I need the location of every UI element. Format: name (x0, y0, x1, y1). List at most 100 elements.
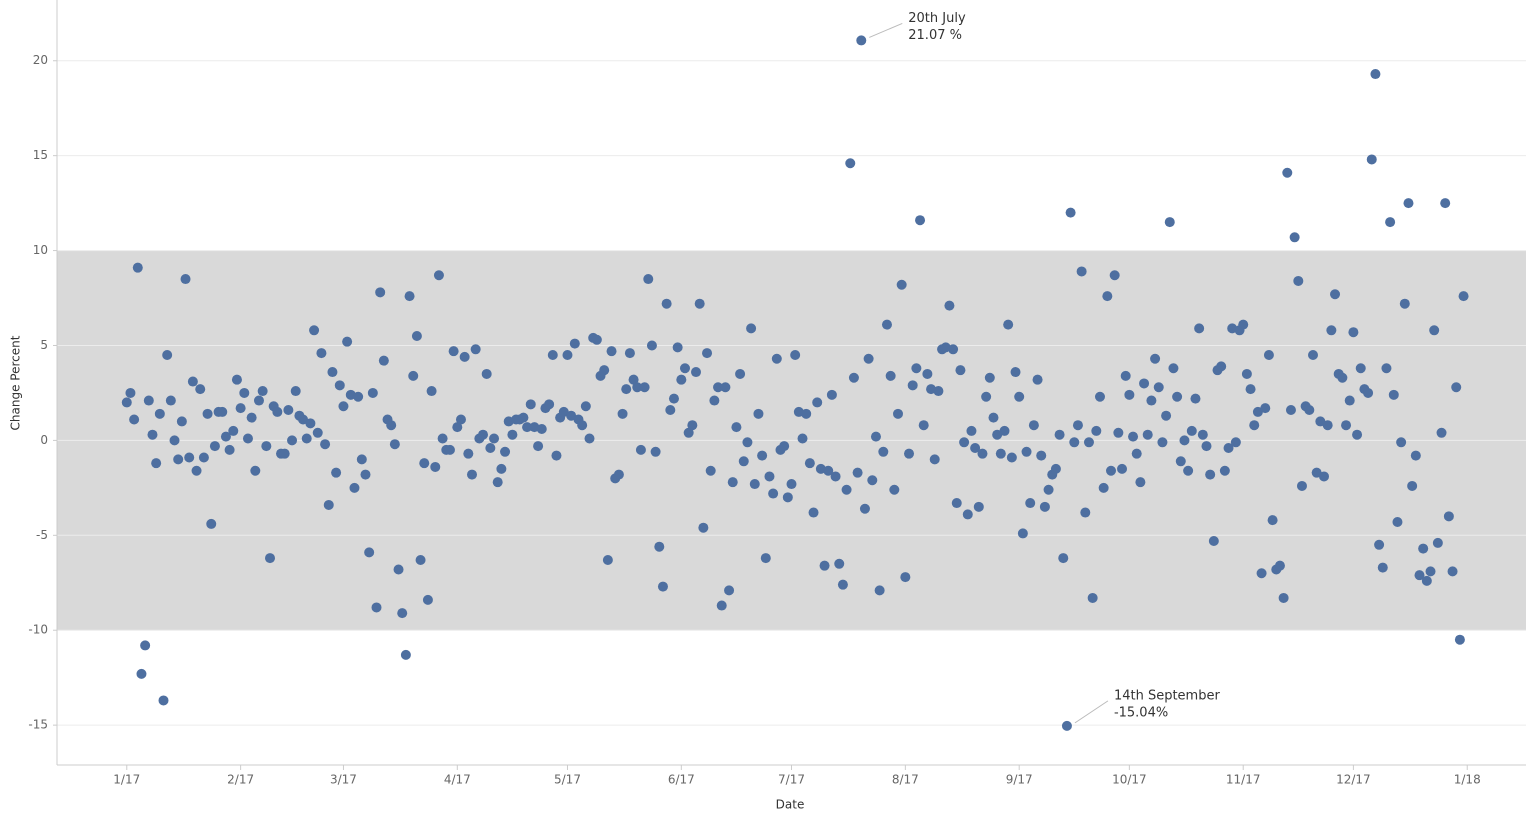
y-axis-title: Change Percent (9, 335, 23, 430)
point (1153, 382, 1164, 393)
point (1388, 389, 1399, 400)
point (999, 425, 1010, 436)
point (683, 427, 694, 438)
point (224, 444, 235, 455)
x-tick-label: 2/17 (227, 773, 254, 787)
annotation-text: 14th September (1114, 688, 1221, 703)
point (217, 406, 228, 417)
point (1458, 291, 1469, 302)
point (1451, 382, 1462, 393)
annotation-text: 20th July (908, 11, 966, 26)
point (735, 368, 746, 379)
point (624, 348, 635, 359)
point (1260, 403, 1271, 414)
x-tick-label: 6/17 (668, 773, 695, 787)
point (929, 454, 940, 465)
point (246, 412, 257, 423)
point (1208, 536, 1219, 547)
point (621, 384, 632, 395)
x-tick-label: 8/17 (892, 773, 919, 787)
point (140, 640, 151, 651)
point (198, 452, 209, 463)
point (1285, 405, 1296, 416)
y-tick-label: -5 (36, 528, 48, 542)
point (694, 298, 705, 309)
x-tick-label: 11/17 (1226, 773, 1261, 787)
point (992, 429, 1003, 440)
y-tick-label: 0 (40, 433, 48, 447)
point (852, 467, 863, 478)
point (327, 367, 338, 378)
point (1172, 391, 1183, 402)
point (169, 435, 180, 446)
annotation-text: -15.04% (1114, 705, 1168, 720)
point (933, 386, 944, 397)
point (129, 414, 140, 425)
point (602, 554, 613, 565)
point (1219, 465, 1230, 476)
y-tick-label: 5 (40, 338, 48, 352)
point (309, 325, 320, 336)
point (466, 469, 477, 480)
point (1263, 349, 1274, 360)
point (1201, 441, 1212, 452)
point (202, 408, 213, 419)
point (187, 376, 198, 387)
point (628, 374, 639, 385)
point (896, 279, 907, 290)
point (698, 522, 709, 533)
point (522, 422, 533, 433)
point (415, 554, 426, 565)
point (1150, 353, 1161, 364)
point (566, 410, 577, 421)
point (1109, 270, 1120, 281)
point (691, 367, 702, 378)
x-tick-label: 7/17 (778, 773, 805, 787)
point (323, 499, 334, 510)
point (1113, 427, 1124, 438)
point (786, 479, 797, 490)
point (790, 349, 801, 360)
point (444, 444, 455, 455)
point (1168, 363, 1179, 374)
point (1205, 469, 1216, 480)
point (922, 368, 933, 379)
point (426, 386, 437, 397)
annotation-leader (869, 22, 903, 38)
point (676, 374, 687, 385)
point (672, 342, 683, 353)
point (459, 351, 470, 362)
point (577, 420, 588, 431)
point (1050, 463, 1061, 474)
x-tick-label: 5/17 (554, 773, 581, 787)
point (551, 450, 562, 461)
point (349, 482, 360, 493)
point (389, 439, 400, 450)
point (1403, 198, 1414, 209)
point (536, 424, 547, 435)
annotation-leader (1074, 700, 1109, 724)
point (1341, 420, 1352, 431)
point (518, 412, 529, 423)
point (191, 465, 202, 476)
point (808, 507, 819, 518)
point (746, 323, 757, 334)
point (731, 422, 742, 433)
point (1245, 384, 1256, 395)
point (1080, 507, 1091, 518)
point (1043, 484, 1054, 495)
point (881, 319, 892, 330)
point (1252, 406, 1263, 417)
point (639, 382, 650, 393)
point (918, 420, 929, 431)
point (771, 353, 782, 364)
point (1230, 437, 1241, 448)
y-tick-label: 20 (33, 53, 48, 67)
point (125, 387, 136, 398)
point (533, 441, 544, 452)
point (173, 454, 184, 465)
point (1282, 167, 1293, 178)
point (764, 471, 775, 482)
point (1017, 528, 1028, 539)
